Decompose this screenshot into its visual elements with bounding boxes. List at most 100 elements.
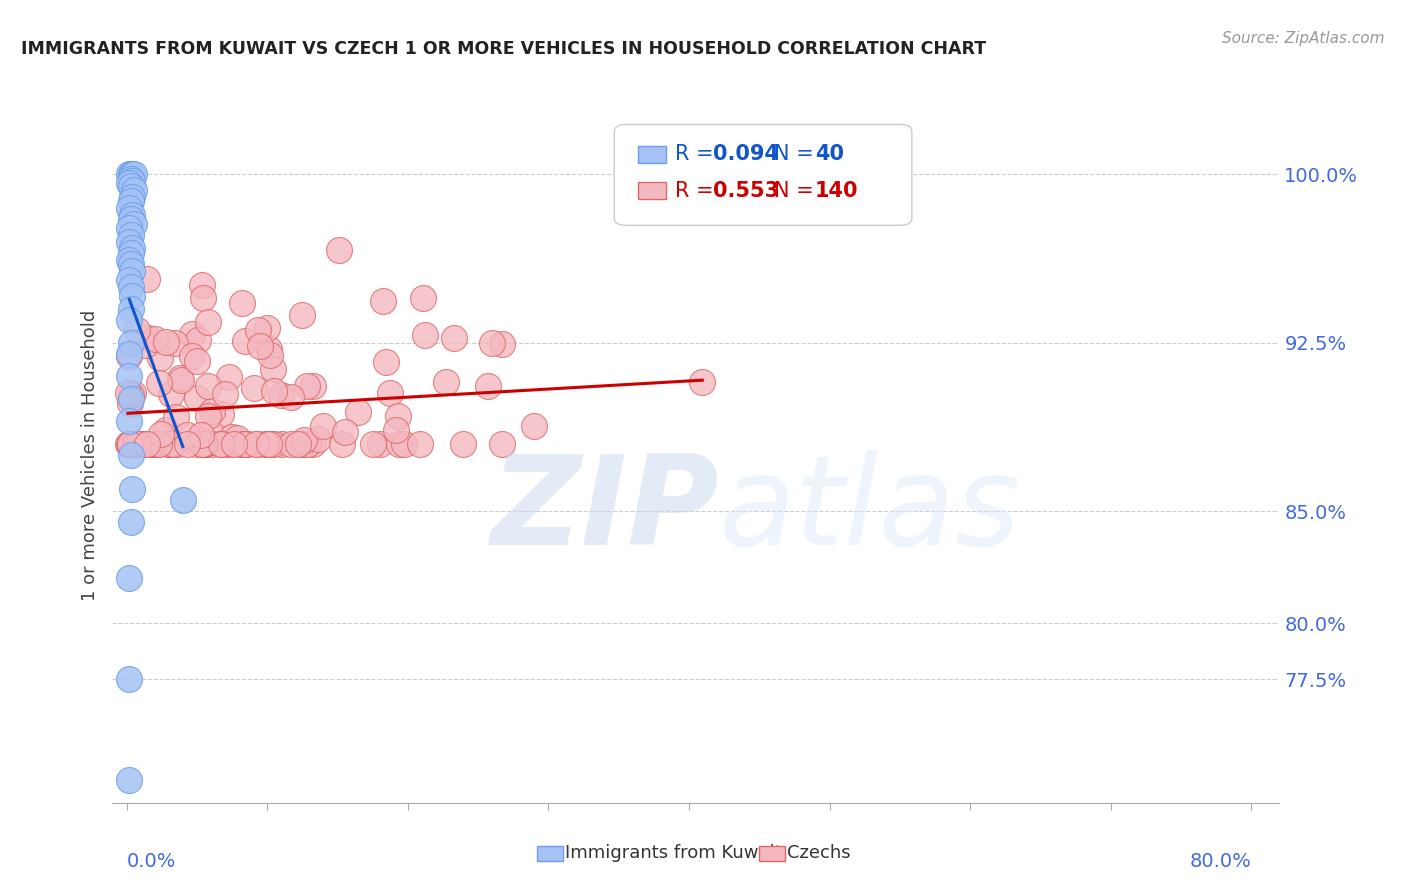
Point [134, 338, 156, 352]
Point [368, 436, 391, 450]
Point [491, 336, 513, 351]
Point [118, 396, 141, 410]
Point [246, 436, 269, 450]
Point [373, 294, 395, 309]
Point [146, 436, 169, 450]
Point [330, 436, 353, 450]
Point [412, 291, 434, 305]
Point [120, 178, 142, 193]
Point [187, 333, 209, 347]
Point [226, 431, 249, 445]
Point [690, 375, 713, 389]
Text: ZIP: ZIP [491, 450, 720, 571]
Point [157, 436, 180, 450]
Point [131, 436, 153, 450]
Point [162, 436, 184, 450]
Point [160, 387, 183, 401]
Point [302, 436, 325, 450]
Point [247, 322, 270, 336]
Text: 0.0%: 0.0% [127, 852, 176, 871]
Point [118, 201, 141, 215]
Point [491, 436, 513, 450]
Point [287, 436, 309, 450]
Point [118, 436, 141, 450]
Point [121, 167, 143, 181]
Point [122, 183, 145, 197]
Point [136, 272, 159, 286]
Point [121, 190, 143, 204]
Point [127, 436, 149, 450]
Point [145, 332, 167, 346]
Point [209, 436, 232, 450]
Text: 80.0%: 80.0% [1189, 852, 1251, 871]
Point [222, 436, 245, 450]
Point [193, 436, 215, 450]
Text: IMMIGRANTS FROM KUWAIT VS CZECH 1 OR MORE VEHICLES IN HOUSEHOLD CORRELATION CHAR: IMMIGRANTS FROM KUWAIT VS CZECH 1 OR MOR… [21, 40, 986, 58]
Point [121, 288, 143, 302]
Point [201, 436, 224, 450]
Point [388, 436, 411, 450]
Point [118, 235, 141, 249]
Point [270, 388, 292, 402]
Point [120, 246, 142, 260]
Point [121, 386, 143, 401]
Point [148, 436, 170, 450]
Point [235, 436, 257, 450]
Point [231, 296, 253, 310]
Point [307, 432, 329, 446]
Point [128, 436, 150, 450]
Point [157, 436, 180, 450]
Point [201, 404, 224, 418]
Point [256, 321, 278, 335]
Point [170, 373, 193, 387]
Point [124, 436, 146, 450]
Point [477, 379, 499, 393]
Point [197, 409, 219, 423]
Point [117, 386, 139, 401]
Point [120, 448, 142, 462]
Point [125, 323, 148, 337]
Y-axis label: 1 or more Vehicles in Household: 1 or more Vehicles in Household [82, 310, 100, 600]
Point [121, 208, 143, 222]
Point [291, 436, 314, 450]
Point [191, 436, 214, 450]
Point [263, 436, 285, 450]
Point [120, 167, 142, 181]
Point [120, 257, 142, 271]
FancyBboxPatch shape [638, 146, 665, 162]
Point [312, 418, 335, 433]
Point [118, 252, 141, 267]
Point [413, 327, 436, 342]
Point [141, 436, 163, 450]
Point [165, 410, 187, 425]
Point [523, 418, 546, 433]
Point [121, 482, 143, 496]
Point [190, 428, 212, 442]
Point [165, 336, 187, 351]
Point [149, 351, 172, 365]
Point [200, 426, 222, 441]
Point [385, 423, 408, 437]
Point [122, 217, 145, 231]
Point [157, 436, 180, 450]
Point [118, 571, 141, 585]
Point [209, 436, 232, 450]
Point [120, 279, 142, 293]
FancyBboxPatch shape [537, 846, 562, 862]
Point [118, 773, 141, 788]
Point [257, 342, 280, 356]
Point [193, 291, 215, 305]
Point [262, 362, 284, 376]
Point [122, 167, 145, 181]
Point [120, 194, 142, 209]
Point [481, 335, 503, 350]
Point [118, 177, 141, 191]
Point [221, 430, 243, 444]
Point [186, 354, 208, 368]
Point [155, 423, 177, 437]
Point [378, 386, 401, 401]
Point [218, 370, 240, 384]
Point [120, 172, 142, 186]
FancyBboxPatch shape [614, 124, 912, 226]
Text: N =: N = [775, 180, 821, 201]
